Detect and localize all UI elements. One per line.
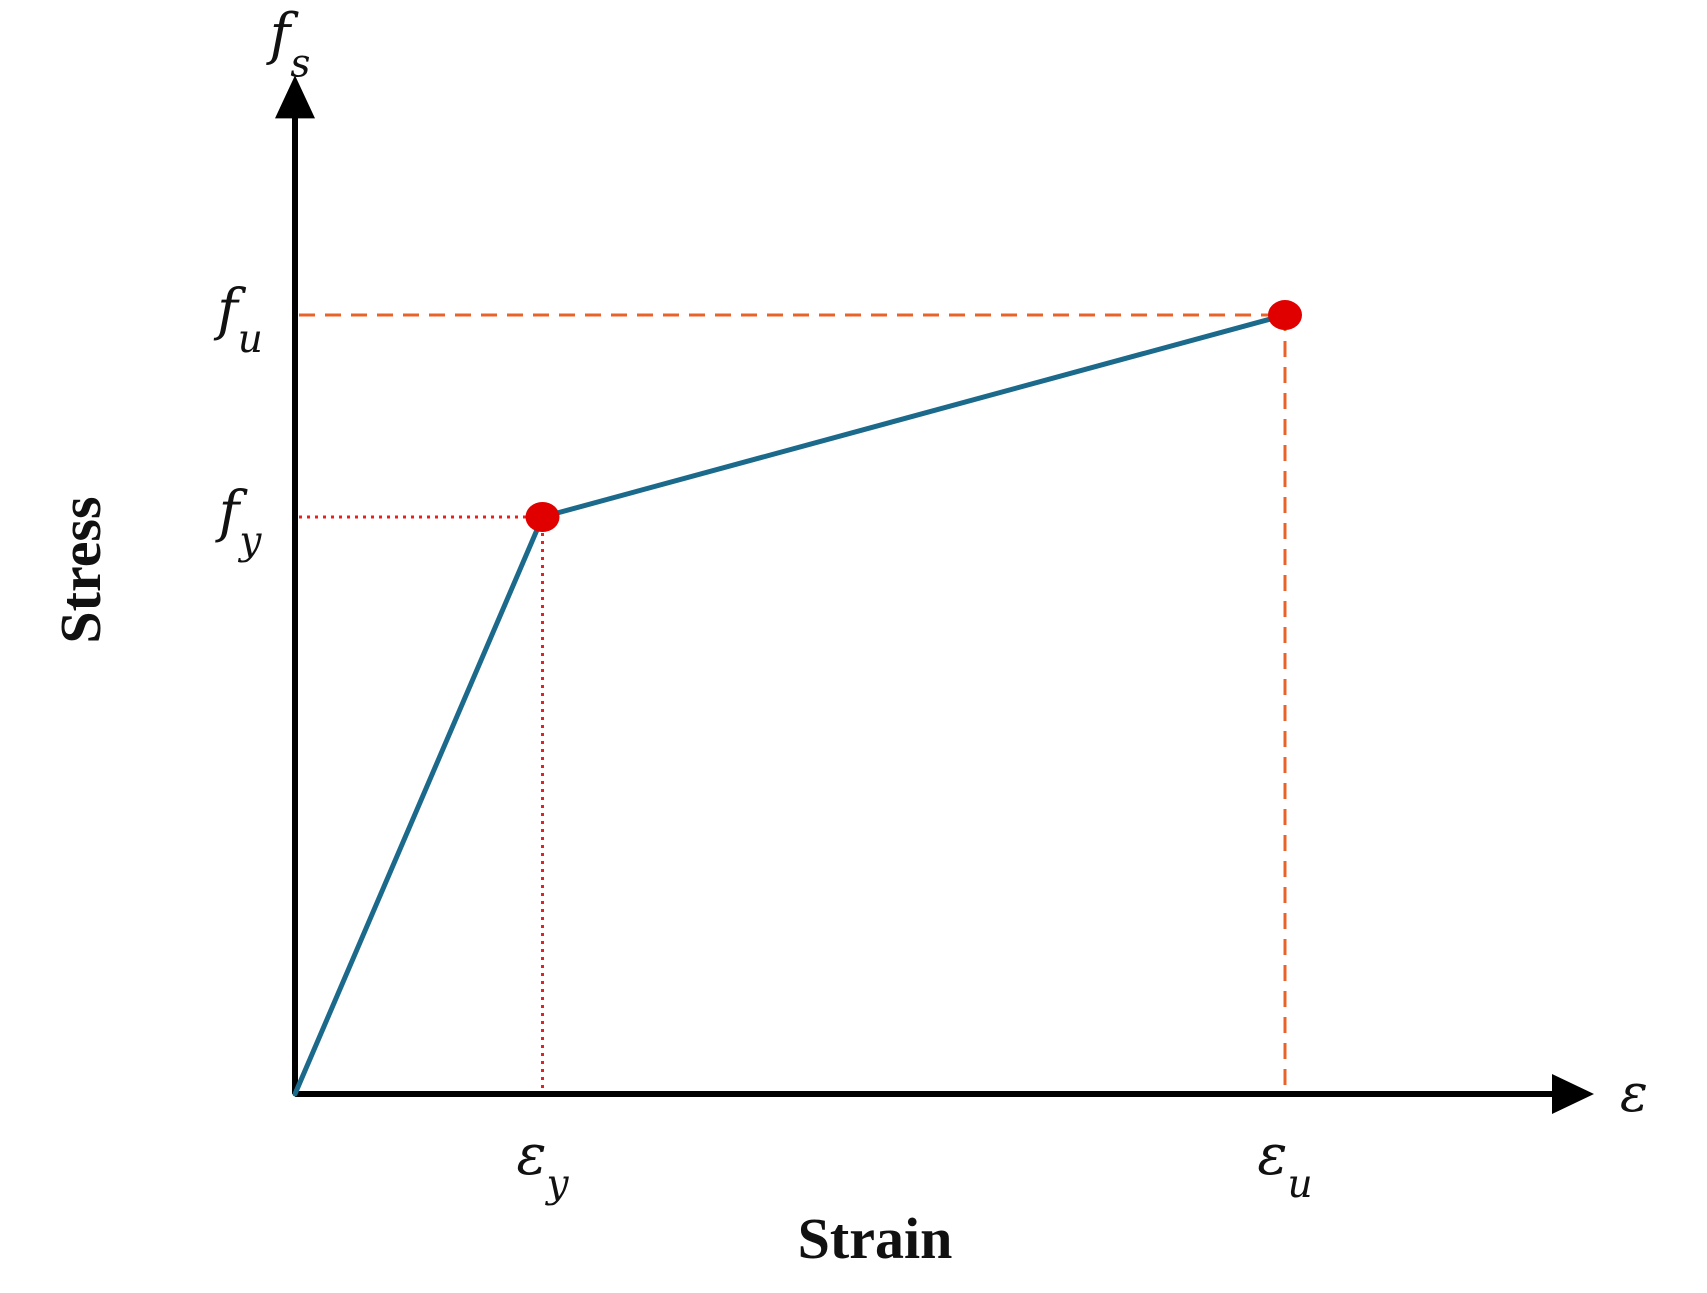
labels: ε fs fy εy fu εu <box>213 2 1648 1206</box>
y-tick-label-u: fu <box>213 278 263 362</box>
curve-group <box>292 312 1288 1097</box>
stress-strain-curve <box>292 312 1288 1097</box>
axes <box>275 75 1594 1114</box>
point-marker-u <box>1268 300 1302 331</box>
x-tick-label-u: εu <box>1257 1123 1312 1207</box>
y-axis-symbol: fs <box>266 2 311 86</box>
x-axis-arrowhead <box>1552 1074 1594 1114</box>
y-axis-arrowhead <box>275 75 315 119</box>
y-axis-title: Stress <box>48 496 113 643</box>
key-point-markers <box>525 300 1302 532</box>
x-axis-symbol: ε <box>1620 1064 1648 1124</box>
guide-lines <box>299 313 1287 1091</box>
x-axis-title: Strain <box>798 1206 953 1271</box>
x-tick-label-y: εy <box>516 1123 569 1207</box>
y-tick-label-y: fy <box>215 480 263 564</box>
point-marker-y <box>525 502 560 532</box>
